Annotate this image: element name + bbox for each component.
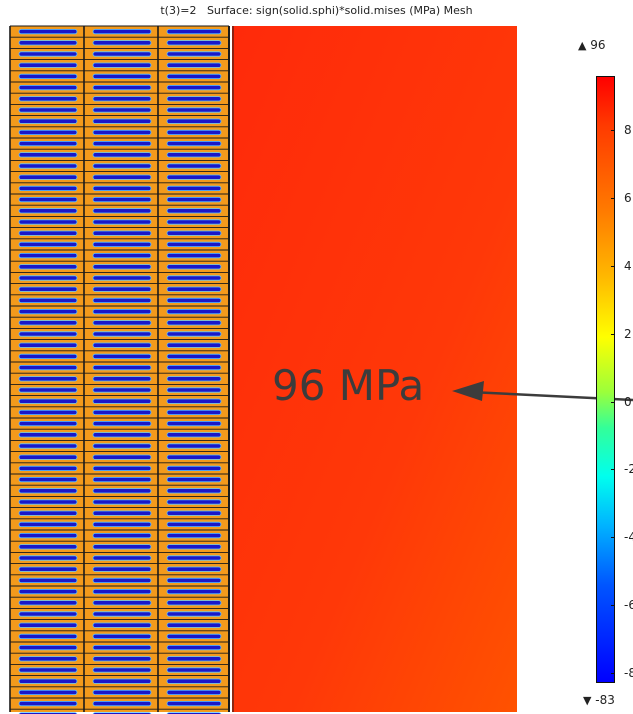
colorbar-tick — [611, 469, 615, 471]
colorbar-tick-label: -6 — [624, 598, 633, 612]
colorbar-min: ▼ -83 — [583, 693, 615, 707]
colorbar — [596, 76, 615, 683]
colorbar-tick-label: 6 — [624, 191, 632, 206]
colorbar-tick — [611, 333, 615, 335]
colorbar-tick-label: 4 — [624, 258, 632, 273]
colorbar-tick — [611, 537, 615, 539]
colorbar-tick-label: -4 — [624, 530, 633, 545]
colorbar-tick-label: 2 — [624, 326, 632, 341]
colorbar-max-label: 96 — [590, 38, 606, 52]
mesh-cells — [9, 25, 230, 714]
triangle-down-icon: ▼ — [583, 694, 592, 707]
colorbar-max: ▲ 96 — [578, 38, 606, 52]
colorbar-tick — [611, 672, 615, 674]
triangle-up-icon: ▲ — [578, 39, 587, 52]
colorbar-tick — [611, 130, 615, 132]
stress-surface — [232, 26, 517, 712]
colorbar-tick — [611, 401, 615, 403]
colorbar-tick-label: 0 — [624, 394, 632, 409]
colorbar-min-label: -83 — [595, 693, 615, 707]
colorbar-tick — [611, 605, 615, 606]
plot-title: t(3)=2 Surface: sign(solid.sphi)*solid.m… — [160, 4, 473, 17]
colorbar-tick-label: 8 — [624, 123, 632, 138]
callout-stress-label: 96 MPa — [272, 361, 425, 410]
colorbar-tick-label: -2 — [624, 462, 633, 477]
colorbar-tick — [611, 265, 615, 267]
colorbar-tick-label: -8 — [624, 665, 633, 680]
colorbar-tick — [611, 198, 615, 200]
